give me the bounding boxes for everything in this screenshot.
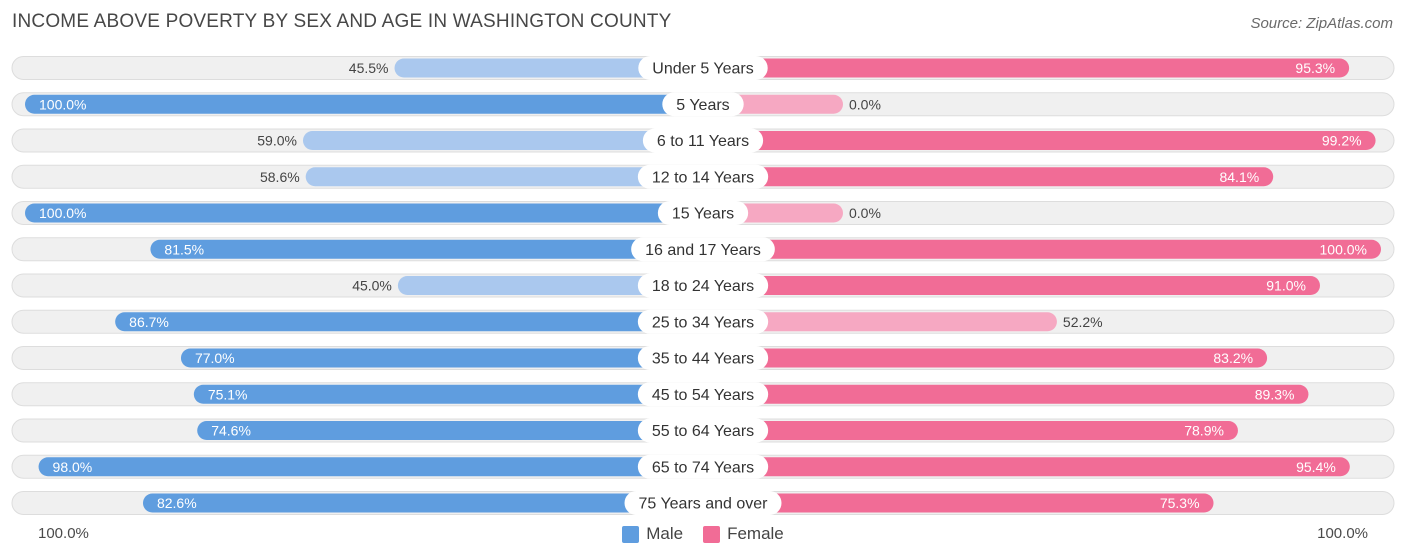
category-label: 5 Years	[676, 97, 729, 114]
legend-swatch-female	[703, 525, 721, 543]
category-label: 75 Years and over	[639, 496, 769, 513]
female-bar	[703, 131, 1376, 150]
category-pill	[662, 92, 744, 117]
male-bar	[150, 239, 703, 259]
female-value-label: 89.3%	[1255, 386, 1295, 402]
male-bar	[193, 384, 703, 404]
legend: Male Female	[0, 524, 1406, 544]
male-value-label: 86.7%	[129, 314, 169, 330]
category-pill	[637, 346, 769, 370]
category-pill	[637, 454, 769, 479]
female-value-label: 0.0%	[849, 205, 881, 221]
category-label: 18 to 24 Years	[652, 278, 754, 295]
chart-canvas: Under 5 Years 45.5% 95.3% 5 Years 100.0% 0.0%…	[11, 56, 1395, 515]
female-value-label: 52.2%	[1063, 314, 1103, 330]
female-bar	[703, 167, 1274, 187]
female-bar	[703, 348, 1268, 368]
female-bar	[703, 421, 1238, 440]
category-pill	[637, 309, 769, 334]
legend-label-female: Female	[727, 524, 784, 543]
male-value-label: 45.0%	[352, 278, 392, 294]
category-label: 16 and 17 Years	[645, 242, 761, 259]
male-bar	[302, 131, 703, 150]
male-bar	[25, 94, 703, 114]
male-value-label: 59.0%	[257, 133, 297, 149]
female-value-label: 0.0%	[849, 96, 881, 112]
female-bar	[703, 493, 1214, 513]
female-value-label: 95.3%	[1295, 60, 1335, 76]
category-pill	[637, 164, 769, 189]
female-value-label: 95.4%	[1296, 459, 1336, 475]
axis-right-label: 100.0%	[1317, 525, 1368, 542]
male-value-label: 75.1%	[208, 386, 248, 402]
category-label: 45 to 54 Years	[652, 387, 754, 404]
male-value-label: 100.0%	[39, 96, 86, 112]
male-bar	[180, 348, 703, 368]
category-pill	[637, 382, 769, 407]
category-label: 55 to 64 Years	[652, 423, 754, 440]
male-bar	[115, 312, 703, 332]
category-label: Under 5 Years	[652, 61, 753, 78]
male-value-label: 74.6%	[211, 423, 251, 439]
legend-label-male: Male	[646, 524, 684, 543]
female-value-label: 78.9%	[1184, 423, 1224, 439]
male-value-label: 98.0%	[53, 459, 93, 475]
category-pill	[631, 237, 775, 262]
axis-left-label: 100.0%	[38, 525, 89, 542]
female-value-label: 83.2%	[1213, 350, 1253, 366]
male-bar	[397, 276, 703, 295]
female-value-label: 91.0%	[1266, 278, 1306, 294]
male-bar	[305, 167, 703, 187]
female-bar	[703, 276, 1320, 295]
male-bar	[25, 203, 703, 223]
source-label: Source: ZipAtlas.com	[1250, 15, 1393, 32]
chart-title: INCOME ABOVE POVERTY BY SEX AND AGE IN W…	[12, 11, 672, 32]
category-label: 65 to 74 Years	[652, 459, 754, 476]
female-value-label: 99.2%	[1322, 133, 1362, 149]
category-pill	[624, 491, 782, 515]
category-pill	[642, 128, 764, 153]
male-bar	[38, 457, 704, 477]
male-bar	[142, 493, 704, 513]
category-label: 35 to 44 Years	[652, 351, 754, 368]
female-value-label: 100.0%	[1320, 241, 1367, 257]
female-bar	[703, 239, 1381, 259]
male-value-label: 81.5%	[164, 241, 204, 257]
legend-item-male: Male	[622, 524, 683, 544]
female-bar	[703, 384, 1309, 404]
category-pill	[637, 273, 769, 298]
male-value-label: 58.6%	[260, 169, 300, 185]
male-bar	[197, 421, 703, 440]
male-value-label: 45.5%	[349, 60, 389, 76]
category-label: 6 to 11 Years	[657, 133, 749, 150]
female-value-label: 84.1%	[1219, 169, 1259, 185]
category-label: 15 Years	[672, 206, 734, 223]
female-value-label: 75.3%	[1160, 495, 1200, 511]
female-bar	[703, 457, 1350, 477]
female-bar	[703, 58, 1350, 78]
category-pill	[637, 418, 769, 443]
category-label: 12 to 14 Years	[652, 169, 754, 186]
category-pill	[638, 56, 768, 80]
category-pill	[657, 201, 749, 225]
male-bar	[394, 58, 703, 78]
female-bar	[703, 312, 1057, 332]
legend-item-female: Female	[703, 524, 784, 544]
category-label: 25 to 34 Years	[652, 314, 754, 331]
legend-swatch-male	[622, 525, 640, 543]
male-value-label: 77.0%	[195, 350, 235, 366]
male-value-label: 100.0%	[39, 205, 86, 221]
male-value-label: 82.6%	[157, 495, 197, 511]
